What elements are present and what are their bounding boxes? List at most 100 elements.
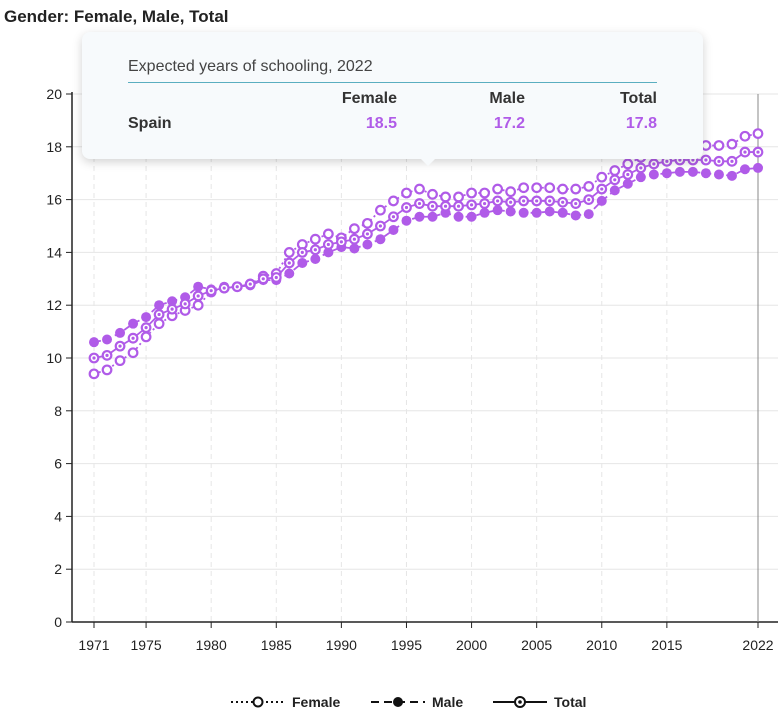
data-point-male: [310, 254, 321, 264]
data-point-male: [753, 162, 763, 173]
data-point-female: [362, 217, 373, 229]
x-tick-label: 1980: [196, 637, 227, 653]
data-point-female: [622, 158, 634, 170]
data-point-male: [466, 211, 477, 222]
data-point-male: [557, 207, 568, 218]
data-point-male: [674, 166, 685, 177]
legend-label-male: Male: [432, 694, 464, 710]
data-point-total: [231, 281, 243, 293]
data-point-female: [88, 368, 100, 380]
data-point-total: [140, 322, 152, 334]
data-point-total: [322, 239, 334, 250]
data-point-male: [687, 166, 698, 177]
data-point-total: [257, 273, 269, 285]
data-point-total: [335, 236, 347, 248]
legend-label-total: Total: [554, 694, 587, 710]
data-point-male: [726, 170, 737, 181]
data-point-total: [192, 290, 204, 302]
data-point-total: [453, 200, 464, 212]
data-point-total: [518, 195, 530, 207]
data-point-female: [375, 204, 386, 216]
tooltip-col-total: Total: [619, 90, 657, 107]
data-point-female: [713, 140, 725, 151]
data-point-male: [544, 206, 555, 217]
data-point-total: [401, 202, 412, 213]
data-point-male: [479, 207, 490, 218]
data-point-total: [622, 169, 634, 180]
data-point-female: [114, 355, 126, 367]
chart-legend: Female Male Total: [0, 694, 780, 716]
tooltip: Expected years of schooling, 2022 Female…: [82, 32, 703, 159]
y-tick-label: 10: [46, 350, 62, 366]
data-point-total: [270, 272, 282, 283]
data-point-male: [622, 178, 633, 189]
data-point-male: [193, 281, 204, 292]
data-point-female: [414, 183, 425, 195]
data-point-male: [661, 168, 672, 179]
tooltip-col-female: Female: [341, 90, 397, 107]
data-point-male: [739, 164, 750, 175]
tooltip-pointer: [420, 158, 436, 166]
data-point-male: [570, 210, 581, 221]
data-point-male: [401, 215, 412, 226]
chart-series: [88, 128, 764, 380]
data-point-total: [153, 309, 165, 320]
data-point-female: [192, 299, 204, 311]
legend-item-female[interactable]: Female: [230, 694, 340, 710]
data-point-female: [140, 331, 152, 343]
data-point-total: [726, 155, 738, 167]
y-tick-label: 16: [46, 192, 62, 208]
data-point-male: [635, 172, 646, 183]
data-point-male: [713, 169, 724, 180]
tooltip-value-male: 17.2: [493, 115, 525, 132]
data-point-male: [284, 268, 295, 279]
data-point-total: [101, 349, 113, 361]
data-point-male: [349, 243, 360, 254]
data-point-female: [101, 364, 113, 376]
data-point-female: [505, 186, 517, 198]
legend-item-total[interactable]: Total: [492, 694, 586, 710]
data-point-female: [348, 223, 360, 235]
data-point-total: [479, 198, 490, 209]
data-point-total: [427, 200, 438, 212]
data-point-total: [609, 174, 621, 186]
data-point-male: [362, 239, 373, 250]
data-point-male: [700, 168, 711, 179]
y-tick-label: 18: [46, 139, 62, 155]
y-tick-label: 20: [46, 86, 62, 102]
data-point-female: [322, 228, 334, 240]
y-tick-label: 6: [54, 456, 62, 472]
data-point-total: [492, 195, 504, 207]
data-point-total: [296, 246, 308, 258]
data-point-female: [309, 233, 321, 245]
y-tick-label: 2: [54, 561, 62, 577]
data-point-male: [115, 327, 126, 338]
series-female: [88, 128, 764, 380]
data-point-female: [153, 318, 165, 330]
series-total: [88, 146, 764, 364]
y-tick-label: 0: [54, 614, 62, 630]
data-point-male: [375, 234, 386, 245]
data-point-female: [518, 182, 530, 194]
data-point-female: [388, 195, 399, 207]
data-point-male: [609, 185, 620, 196]
data-point-female: [466, 187, 477, 199]
x-tick-label: 2010: [586, 637, 617, 653]
data-point-total: [388, 211, 399, 223]
data-point-female: [570, 183, 582, 195]
data-point-total: [700, 154, 712, 166]
tooltip-divider: [128, 82, 657, 83]
data-point-total: [739, 146, 751, 158]
data-point-female: [492, 183, 504, 195]
data-point-total: [505, 196, 517, 208]
x-tick-label: 2000: [456, 637, 487, 653]
x-tick-label: 1995: [391, 637, 422, 653]
data-point-female: [453, 191, 464, 203]
y-tick-label: 4: [54, 508, 62, 524]
x-tick-label: 1985: [261, 637, 292, 653]
data-point-total: [362, 228, 373, 240]
series-line-total: [93, 151, 758, 359]
data-point-male: [583, 209, 594, 220]
data-point-male: [414, 211, 425, 222]
legend-item-male[interactable]: Male: [370, 694, 463, 710]
